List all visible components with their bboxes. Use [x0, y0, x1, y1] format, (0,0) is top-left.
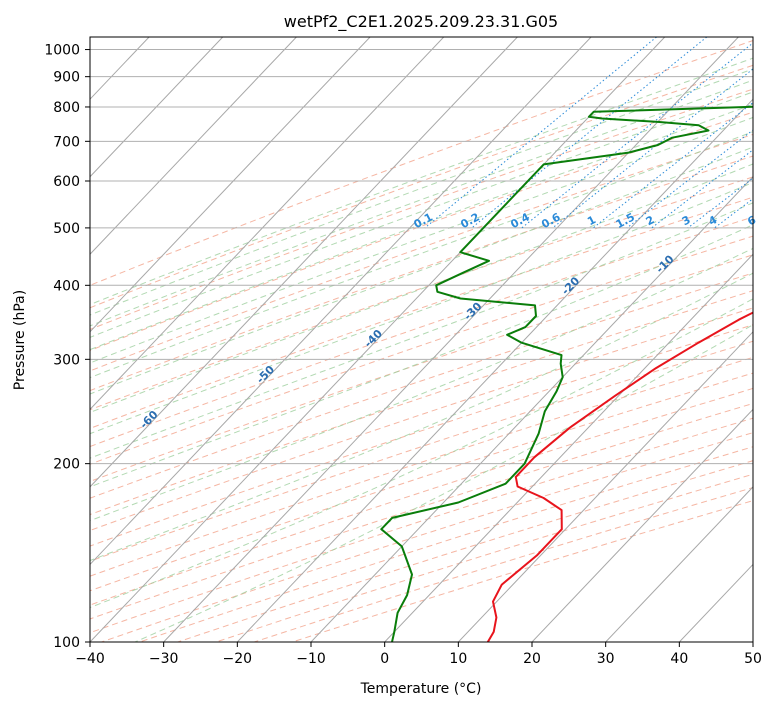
moist-adiabat-line	[90, 79, 753, 327]
x-tick-label: −20	[223, 651, 253, 667]
isotherm-line	[90, 37, 518, 488]
isotherm-line	[605, 486, 753, 642]
dry-adiabat-line	[90, 88, 753, 330]
chart-title: wetPf2_C2E1.2025.209.23.31.G05	[284, 12, 558, 32]
x-axis-label: Temperature (°C)	[360, 681, 482, 697]
pressure-gridlines	[90, 49, 753, 642]
dry-adiabat-line	[90, 387, 753, 606]
y-tick-label: 100	[53, 635, 80, 651]
y-tick-label: 400	[53, 278, 80, 294]
y-tick-label: 500	[53, 221, 80, 237]
isotherm-line	[531, 408, 753, 642]
y-tick-label: 700	[53, 134, 80, 150]
dry-adiabat-line	[90, 290, 753, 516]
x-tick-label: −30	[149, 651, 179, 667]
dry-adiabat-line	[90, 64, 753, 309]
y-tick-label: 600	[53, 174, 80, 190]
isotherm-line	[90, 37, 592, 566]
moist-adiabats	[90, 57, 753, 642]
moist-adiabat-line	[90, 68, 753, 316]
isotherm-line	[384, 253, 753, 642]
x-tick-label: 20	[523, 651, 541, 667]
x-tick-label: 30	[597, 651, 615, 667]
moist-adiabat-line	[90, 57, 753, 306]
isotherm-line	[90, 37, 445, 411]
mixing-ratio-line	[592, 101, 753, 229]
y-axis-ticks: 100 200 300 400 500 600 700 800 900 1000	[44, 43, 90, 651]
y-tick-label: 900	[53, 70, 80, 86]
profiles	[380, 105, 753, 642]
dry-adiabat-line	[90, 216, 753, 448]
y-tick-label: 800	[53, 100, 80, 116]
y-axis-label: Pressure (hPa)	[12, 290, 28, 390]
dry-adiabat-line	[90, 40, 753, 286]
moist-adiabat-line	[90, 298, 753, 609]
x-axis-ticks: −40 −30 −20 −10 0 10 20 30 40 50	[75, 642, 762, 667]
x-tick-label: −10	[296, 651, 326, 667]
mixing-ratio-lines	[424, 37, 753, 229]
y-tick-label: 300	[53, 352, 80, 368]
y-tick-label: 200	[53, 457, 80, 473]
moist-adiabat-line	[90, 146, 753, 395]
y-tick-label: 1000	[44, 43, 80, 59]
mixing-ratio-line	[471, 37, 708, 229]
plot-frame	[89, 36, 754, 643]
dewpoint-profile	[380, 105, 753, 642]
dry-adiabat-line	[90, 307, 753, 532]
isotherm-line	[236, 98, 753, 642]
mixing-ratio-line	[424, 37, 657, 229]
x-tick-label: 50	[744, 651, 762, 667]
isotherm-line	[90, 37, 666, 642]
isotherm-line	[163, 37, 739, 642]
temperature-profile	[486, 311, 753, 642]
isotherm-line	[90, 37, 224, 178]
isotherm-label: 0	[751, 237, 766, 252]
moist-adiabat-line	[90, 181, 753, 435]
mixing-ratio-line	[687, 177, 753, 229]
isotherms	[90, 37, 753, 642]
isotherm-line	[310, 176, 753, 642]
moist-adiabat-line	[90, 224, 753, 488]
x-tick-label: 0	[380, 651, 389, 667]
isotherm-line	[457, 331, 753, 642]
dry-adiabat-line	[90, 133, 753, 372]
x-tick-label: −40	[75, 651, 105, 667]
isotherm-line	[90, 37, 297, 256]
dry-adiabat-line	[90, 340, 753, 562]
dry-adiabat-line	[90, 356, 753, 577]
x-tick-label: 40	[670, 651, 688, 667]
dry-adiabat-line	[90, 196, 753, 429]
moist-adiabat-line	[90, 91, 753, 338]
mixing-ratio-line	[521, 42, 753, 229]
x-tick-label: 10	[449, 651, 467, 667]
isotherm-line	[90, 37, 371, 333]
